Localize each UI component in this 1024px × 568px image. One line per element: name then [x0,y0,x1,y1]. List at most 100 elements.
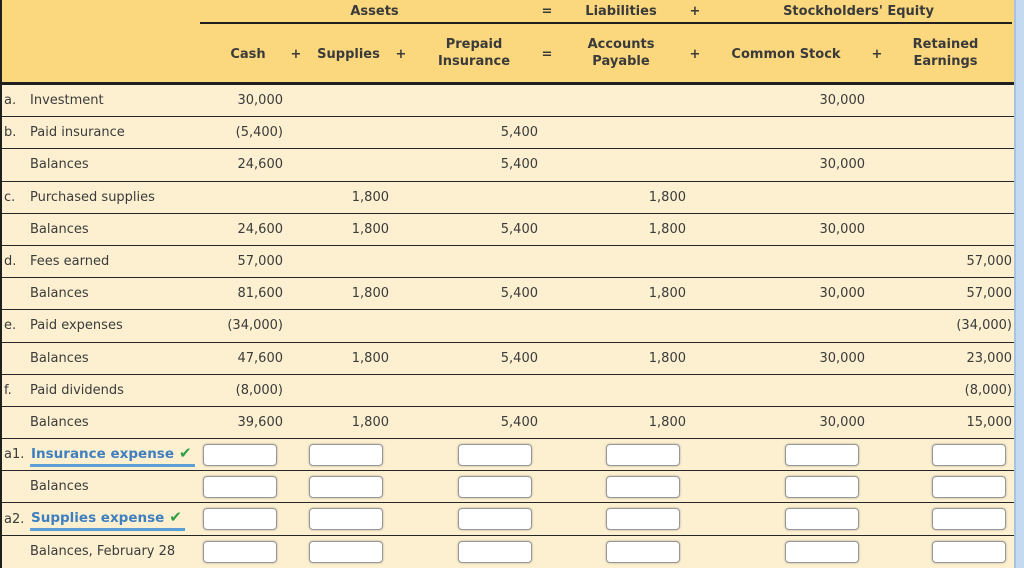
input-row11-supplies[interactable] [309,443,383,466]
input-row13-cs[interactable] [785,508,859,531]
col-header-accounts-payable: Accounts Payable [547,36,695,70]
input-row14-cash[interactable] [203,540,277,563]
cell-re [875,475,1014,498]
input-row11-re[interactable] [932,443,1006,466]
cell-re [875,508,1014,531]
vertical-scrollbar[interactable] [1014,0,1024,568]
cell-cash: 81,600 [237,286,284,302]
input-row12-cash[interactable] [203,475,277,498]
correct-checkmark-icon: ✔ [179,443,192,462]
expense-link-wrap: Insurance expense ✔ [30,443,195,467]
input-row13-cash[interactable] [203,508,277,531]
group-header-assets: Assets [350,4,399,19]
table-row: Balances [2,471,1014,504]
cell-prepaid: 5,400 [500,125,538,141]
input-row13-ap[interactable] [606,508,680,531]
input-row14-cs[interactable] [785,540,859,563]
row-label: Investment [30,93,104,109]
row-letter: c. [4,189,16,205]
row-label: Insurance expense ✔ [27,443,200,467]
input-row14-re[interactable] [932,540,1006,563]
cell-supplies [296,475,401,498]
table-row: Balances 47,600 1,800 5,400 1,800 30,000 23,00… [2,343,1014,375]
cell-cs: 30,000 [819,93,866,109]
cell-supplies [296,443,401,466]
row-label: Balances [30,414,89,430]
cell-cash [200,540,296,563]
input-row14-supplies[interactable] [309,540,383,563]
group-equals-sign: = [541,4,553,19]
input-row11-cs[interactable] [785,443,859,466]
table-row: Balances 81,600 1,800 5,400 1,800 30,000 57,00… [2,278,1014,311]
input-row13-prepaid[interactable] [458,508,532,531]
input-row14-ap[interactable] [606,540,680,563]
row-label: Balances, February 28 [30,544,176,560]
input-row12-ap[interactable] [606,475,680,498]
row-label: Purchased supplies [30,189,155,205]
group-header-stockholders-equity: Stockholders' Equity [783,4,934,19]
row-label: Paid insurance [30,125,125,141]
cell-cs [695,475,875,498]
input-row12-re[interactable] [932,475,1006,498]
cell-cash: 57,000 [237,254,284,270]
cell-ap [547,443,695,466]
cell-re: 57,000 [966,286,1013,302]
row-letter: f. [4,382,12,398]
input-row12-cs[interactable] [785,475,859,498]
row-label: Balances [30,157,89,173]
row-letter: a. [4,93,17,109]
cell-re: 15,000 [966,414,1013,430]
col-header-ap-line1: Accounts [587,37,655,52]
cell-cash: 30,000 [237,93,284,109]
input-row13-supplies[interactable] [309,508,383,531]
cell-cash [200,508,296,531]
input-row14-prepaid[interactable] [458,540,532,563]
table-row: e. Paid expenses (34,000) (34,000) [2,310,1014,343]
row-label: Balances [30,350,89,366]
row-letter: e. [4,318,17,334]
row-label: Supplies expense ✔ [27,507,200,532]
input-row12-supplies[interactable] [309,475,383,498]
row-label: Balances [30,286,89,302]
group-header-underline [200,22,1012,24]
cell-re: 57,000 [966,254,1013,270]
row-letter: b. [4,125,17,141]
cell-supplies: 1,800 [351,286,389,302]
table-header: Assets = Liabilities + Stockholders' Equ… [2,0,1014,85]
insurance-expense-link[interactable]: Insurance expense [31,445,175,462]
table-row: c. Purchased supplies 1,800 1,800 [2,182,1014,214]
cell-cs [695,540,875,563]
table-row: Balances, February 28 [2,536,1014,568]
row-label: Paid dividends [30,382,124,398]
cell-ap: 1,800 [648,221,686,237]
plus-sign-1: + [290,47,302,62]
cell-cash: 39,600 [237,414,284,430]
table-body: a. Investment 30,000 30,000 b. Paid insurance… [2,85,1014,568]
group-header-liabilities: Liabilities [585,4,657,19]
cell-supplies: 1,800 [351,350,389,366]
cell-prepaid [401,540,547,563]
cell-supplies: 1,800 [351,221,389,237]
input-row11-prepaid[interactable] [458,443,532,466]
cell-re [875,443,1014,466]
cell-cs: 30,000 [819,221,866,237]
cell-prepaid [401,475,547,498]
input-row12-prepaid[interactable] [458,475,532,498]
input-row11-cash[interactable] [203,443,277,466]
supplies-expense-link[interactable]: Supplies expense [31,510,165,527]
cell-prepaid [401,508,547,531]
cell-cash: 24,600 [237,157,284,173]
row-label: Balances [30,479,89,495]
table-row: b. Paid insurance (5,400) 5,400 [2,117,1014,150]
cell-prepaid: 5,400 [500,221,538,237]
cell-prepaid: 5,400 [500,286,538,302]
input-row11-ap[interactable] [606,443,680,466]
row-label: Paid expenses [30,318,123,334]
input-row13-re[interactable] [932,508,1006,531]
cell-re: 23,000 [966,350,1013,366]
cell-prepaid: 5,400 [500,414,538,430]
cell-cash: 47,600 [237,350,284,366]
cell-cash: 24,600 [237,221,284,237]
